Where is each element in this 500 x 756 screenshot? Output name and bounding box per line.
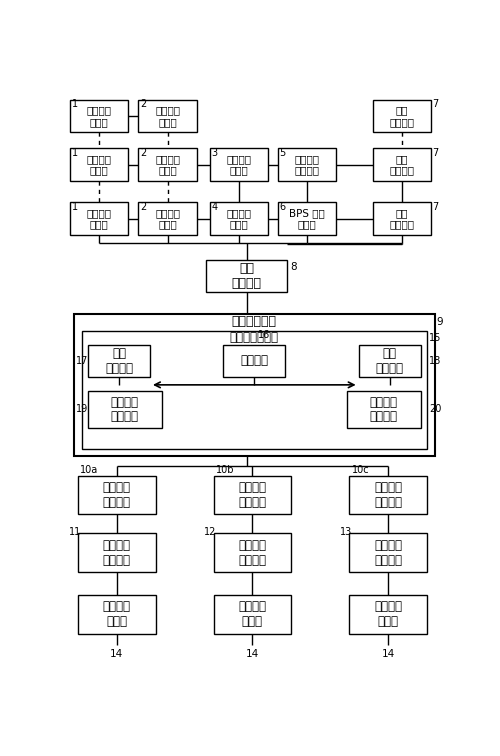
Bar (78, 476, 156, 514)
Text: 18: 18 (429, 356, 442, 366)
Text: 低层组群
管理装置: 低层组群 管理装置 (103, 481, 131, 509)
Text: 关闭
确认开关: 关闭 确认开关 (389, 208, 414, 229)
Text: 9: 9 (437, 317, 444, 327)
Text: 中层电梯
控制装置: 中层电梯 控制装置 (238, 539, 266, 567)
Bar (210, 148, 268, 181)
Bar (224, 345, 286, 377)
Text: 14: 14 (382, 649, 394, 659)
Text: 层站火灾
探测器: 层站火灾 探测器 (87, 153, 112, 175)
Text: 14: 14 (246, 649, 259, 659)
Text: 4: 4 (212, 202, 218, 212)
Text: 开始
判断单元: 开始 判断单元 (105, 347, 133, 375)
Bar (278, 148, 336, 181)
Text: 7: 7 (432, 147, 438, 158)
Text: 2: 2 (140, 147, 146, 158)
Bar (88, 391, 162, 428)
Text: 楼道火灾
探测器: 楼道火灾 探测器 (155, 153, 180, 175)
Text: 10b: 10b (216, 464, 234, 475)
Text: 防灾
管理装置: 防灾 管理装置 (232, 262, 262, 290)
Bar (372, 203, 430, 234)
Text: 高层电梯
控制装置: 高层电梯 控制装置 (374, 539, 402, 567)
Text: 避难运転
指令单元: 避难运転 指令单元 (370, 395, 398, 423)
Text: 8: 8 (290, 262, 297, 271)
Text: 低层电梯
控制装置: 低层电梯 控制装置 (103, 539, 131, 567)
Text: 层站火灾
探测器: 层站火灾 探测器 (87, 105, 112, 127)
Text: 避难运転控制部: 避难运転控制部 (230, 331, 279, 345)
Text: 5: 5 (280, 147, 286, 158)
Bar (70, 100, 128, 132)
Bar (349, 595, 427, 634)
Text: 高层组群
管理装置: 高层组群 管理装置 (374, 481, 402, 509)
Bar (70, 148, 128, 181)
Text: BPS 火灾
探测器: BPS 火灾 探测器 (289, 208, 325, 229)
Bar (74, 314, 434, 457)
Text: 井道火灾
探测器: 井道火灾 探测器 (226, 208, 252, 229)
Text: 救援楼层
设定单元: 救援楼层 设定单元 (111, 395, 139, 423)
Text: 1: 1 (72, 202, 78, 212)
Bar (349, 534, 427, 572)
Bar (214, 534, 291, 572)
Text: 1: 1 (72, 147, 78, 158)
Bar (88, 345, 150, 377)
Text: 中层组群
管理装置: 中层组群 管理装置 (238, 481, 266, 509)
Text: 15: 15 (429, 333, 442, 343)
Text: 关闭
确认开关: 关闭 确认开关 (389, 105, 414, 127)
Text: 1: 1 (72, 99, 78, 109)
Bar (206, 260, 287, 293)
Text: 电气室火
灾探测器: 电气室火 灾探测器 (294, 153, 320, 175)
Text: 16: 16 (258, 330, 270, 339)
Text: 底坑浸水
检测器: 底坑浸水 检测器 (374, 600, 402, 628)
Text: 电梯管理装置: 电梯管理装置 (232, 315, 277, 328)
Bar (70, 203, 128, 234)
Text: 10a: 10a (80, 464, 98, 475)
Text: 通信单元: 通信单元 (240, 355, 268, 367)
Text: 3: 3 (212, 147, 218, 158)
Bar (349, 476, 427, 514)
Text: 楼道火灾
探测器: 楼道火灾 探测器 (155, 208, 180, 229)
Bar (78, 595, 156, 634)
Bar (214, 595, 291, 634)
Text: 13: 13 (340, 527, 352, 537)
Text: 底坑浸水
检测器: 底坑浸水 检测器 (238, 600, 266, 628)
Bar (372, 100, 430, 132)
Text: 关闭
确认开关: 关闭 确认开关 (389, 153, 414, 175)
Text: 2: 2 (140, 99, 146, 109)
Text: 楼道火灾
探测器: 楼道火灾 探测器 (155, 105, 180, 127)
Text: 2: 2 (140, 202, 146, 212)
Bar (138, 100, 196, 132)
Bar (372, 148, 430, 181)
Text: 继续
判断单元: 继续 判断单元 (376, 347, 404, 375)
Text: 机房火灾
探测器: 机房火灾 探测器 (226, 153, 252, 175)
Text: 20: 20 (429, 404, 442, 414)
Bar (138, 148, 196, 181)
Text: 19: 19 (76, 404, 88, 414)
Text: 10c: 10c (352, 464, 369, 475)
Bar (214, 476, 291, 514)
Bar (78, 534, 156, 572)
Bar (358, 345, 420, 377)
Bar (82, 331, 427, 449)
Text: 12: 12 (204, 527, 216, 537)
Text: 7: 7 (432, 202, 438, 212)
Text: 14: 14 (110, 649, 124, 659)
Text: 11: 11 (68, 527, 81, 537)
Bar (347, 391, 420, 428)
Text: 6: 6 (280, 202, 285, 212)
Text: 层站火灾
探测器: 层站火灾 探测器 (87, 208, 112, 229)
Bar (210, 203, 268, 234)
Text: 17: 17 (76, 356, 88, 366)
Bar (138, 203, 196, 234)
Text: 底坑浸水
检测器: 底坑浸水 检测器 (103, 600, 131, 628)
Text: 7: 7 (432, 99, 438, 109)
Bar (278, 203, 336, 234)
